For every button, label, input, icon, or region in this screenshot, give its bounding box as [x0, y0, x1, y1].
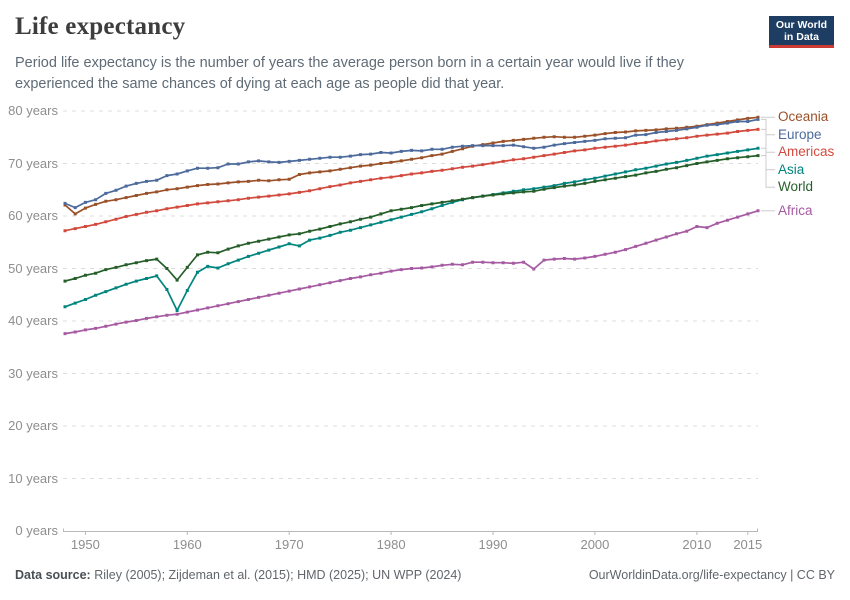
series-markers	[63, 117, 760, 210]
legend-connector	[761, 128, 775, 153]
footer-credit-link[interactable]: OurWorldinData.org/life-expectancy | CC …	[588, 568, 835, 582]
footer: Data source: Riley (2005); Zijdeman et a…	[15, 568, 835, 582]
y-axis-label: 80 years	[8, 103, 58, 118]
y-axis-label: 10 years	[8, 470, 58, 486]
series-asia[interactable]	[63, 146, 760, 312]
legend-label-europe[interactable]: Europe	[778, 126, 822, 142]
series-oceania[interactable]	[63, 115, 760, 216]
x-axis-label: 1980	[376, 537, 406, 552]
y-axis-label: 70 years	[8, 155, 58, 171]
legend-label-americas[interactable]: Americas	[778, 144, 835, 160]
owid-logo-line2: in Data	[783, 30, 819, 43]
series-africa[interactable]	[63, 209, 760, 336]
x-axis-label: 1970	[274, 537, 304, 552]
y-axis-label: 0 years	[15, 523, 58, 538]
series-markers	[63, 209, 760, 336]
y-axis-label: 60 years	[8, 208, 58, 223]
legend-label-africa[interactable]: Africa	[778, 202, 813, 218]
footer-source: Data source: Riley (2005); Zijdeman et a…	[15, 568, 461, 582]
x-axis-label: 2015	[733, 537, 763, 552]
legend-label-asia[interactable]: Asia	[778, 161, 805, 177]
series-americas[interactable]	[63, 127, 760, 233]
owid-logo: Our World in Data	[769, 16, 834, 48]
x-axis-label: 2000	[580, 537, 610, 552]
owid-logo-line1: Our World	[775, 18, 828, 31]
y-axis-label: 20 years	[8, 418, 58, 433]
series-line[interactable]	[64, 118, 759, 209]
legend-connector	[761, 155, 775, 188]
y-axis-label: 40 years	[8, 313, 58, 328]
footer-source-label: Data source:	[15, 568, 91, 582]
y-axis-label: 50 years	[8, 260, 58, 276]
legend-connector	[761, 147, 775, 171]
footer-source-text: Riley (2005); Zijdeman et al. (2015); HM…	[90, 568, 462, 582]
page-title: Life expectancy	[15, 13, 186, 40]
series-europe[interactable]	[63, 117, 760, 210]
legend-label-oceania[interactable]: Oceania	[778, 109, 829, 125]
legend-label-world[interactable]: World	[778, 179, 814, 195]
x-axis-label: 2010	[682, 537, 712, 552]
series-line[interactable]	[64, 209, 759, 335]
x-axis-label: 1960	[172, 537, 202, 552]
series-markers	[63, 127, 760, 233]
page-subtitle: Period life expectancy is the number of …	[15, 55, 684, 92]
y-axis-label: 30 years	[8, 365, 58, 381]
x-axis-label: 1990	[478, 537, 508, 552]
x-axis-label: 1950	[70, 537, 100, 552]
series-line[interactable]	[64, 116, 759, 215]
series-world[interactable]	[63, 154, 760, 283]
legend-connector	[761, 118, 775, 136]
